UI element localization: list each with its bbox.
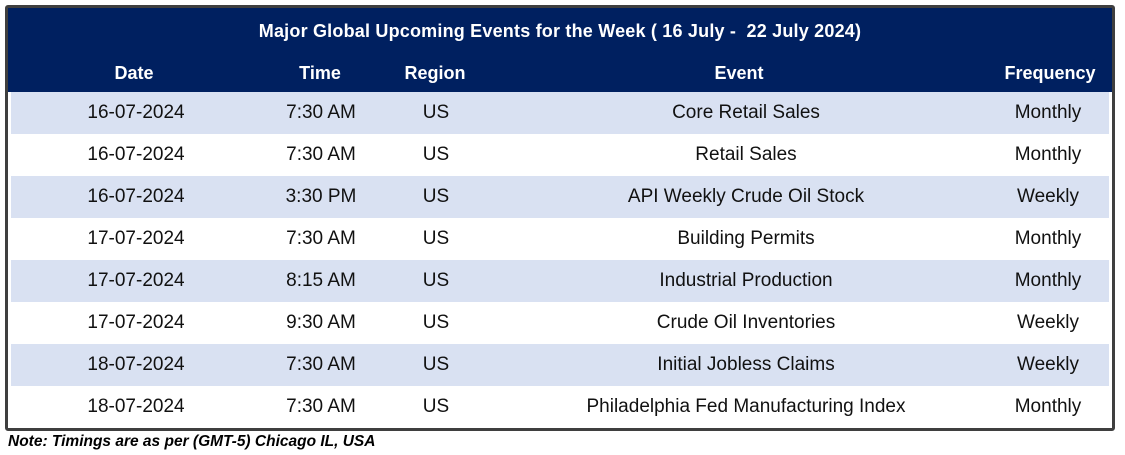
cell-region: US: [422, 354, 450, 375]
table-title-band: Major Global Upcoming Events for the Wee…: [8, 8, 1112, 54]
cell-time: 7:30 AM: [286, 102, 356, 123]
column-header-date: Date: [114, 62, 154, 83]
cell-time: 7:30 AM: [286, 396, 356, 417]
cell-date: 17-07-2024: [87, 270, 185, 291]
cell-event: Philadelphia Fed Manufacturing Index: [586, 396, 906, 417]
cell-date: 16-07-2024: [87, 144, 185, 165]
cell-frequency: Monthly: [1014, 228, 1082, 249]
table-body: 16-07-2024 7:30 AM US Core Retail Sales …: [8, 92, 1112, 428]
table-row: 18-07-2024 7:30 AM US Initial Jobless Cl…: [11, 344, 1109, 386]
table-row: 17-07-2024 9:30 AM US Crude Oil Inventor…: [11, 302, 1109, 344]
events-table: Major Global Upcoming Events for the Wee…: [5, 5, 1115, 431]
cell-frequency: Monthly: [1014, 144, 1082, 165]
timezone-note: Note: Timings are as per (GMT-5) Chicago…: [8, 433, 376, 450]
cell-time: 7:30 AM: [286, 144, 356, 165]
cell-date: 16-07-2024: [87, 186, 185, 207]
table-row: 16-07-2024 7:30 AM US Core Retail Sales …: [11, 92, 1109, 134]
cell-event: Building Permits: [677, 228, 815, 249]
cell-event: Crude Oil Inventories: [656, 312, 836, 333]
table-row: 16-07-2024 3:30 PM US API Weekly Crude O…: [11, 176, 1109, 218]
cell-time: 9:30 AM: [286, 312, 356, 333]
table-row: 18-07-2024 7:30 AM US Philadelphia Fed M…: [11, 386, 1109, 428]
cell-frequency: Monthly: [1014, 270, 1082, 291]
cell-time: 7:30 AM: [286, 228, 356, 249]
column-header-region: Region: [404, 62, 466, 83]
cell-frequency: Monthly: [1014, 102, 1082, 123]
table-row: 17-07-2024 8:15 AM US Industrial Product…: [11, 260, 1109, 302]
cell-event: API Weekly Crude Oil Stock: [627, 186, 865, 207]
table-row: 16-07-2024 7:30 AM US Retail Sales Month…: [11, 134, 1109, 176]
cell-region: US: [422, 396, 450, 417]
cell-date: 17-07-2024: [87, 312, 185, 333]
cell-date: 18-07-2024: [87, 396, 185, 417]
cell-date: 17-07-2024: [87, 228, 185, 249]
cell-frequency: Weekly: [1017, 354, 1079, 375]
column-header-time: Time: [299, 62, 341, 83]
table-title: Major Global Upcoming Events for the Wee…: [258, 20, 862, 41]
cell-time: 8:15 AM: [286, 270, 356, 291]
cell-event: Initial Jobless Claims: [657, 354, 835, 375]
cell-region: US: [422, 102, 450, 123]
cell-date: 16-07-2024: [87, 102, 185, 123]
column-header-event: Event: [714, 62, 764, 83]
cell-region: US: [422, 312, 450, 333]
cell-frequency: Monthly: [1014, 396, 1082, 417]
cell-region: US: [422, 270, 450, 291]
cell-time: 3:30 PM: [285, 186, 357, 207]
column-header-frequency: Frequency: [1004, 62, 1096, 83]
cell-region: US: [422, 186, 450, 207]
table-row: 17-07-2024 7:30 AM US Building Permits M…: [11, 218, 1109, 260]
cell-event: Core Retail Sales: [672, 102, 820, 123]
cell-frequency: Weekly: [1017, 186, 1079, 207]
cell-event: Retail Sales: [695, 144, 797, 165]
cell-frequency: Weekly: [1017, 312, 1079, 333]
cell-time: 7:30 AM: [286, 354, 356, 375]
cell-region: US: [422, 144, 450, 165]
cell-date: 18-07-2024: [87, 354, 185, 375]
cell-region: US: [422, 228, 450, 249]
cell-event: Industrial Production: [659, 270, 833, 291]
table-header-row: Date Time Region Event Frequency: [8, 54, 1112, 92]
